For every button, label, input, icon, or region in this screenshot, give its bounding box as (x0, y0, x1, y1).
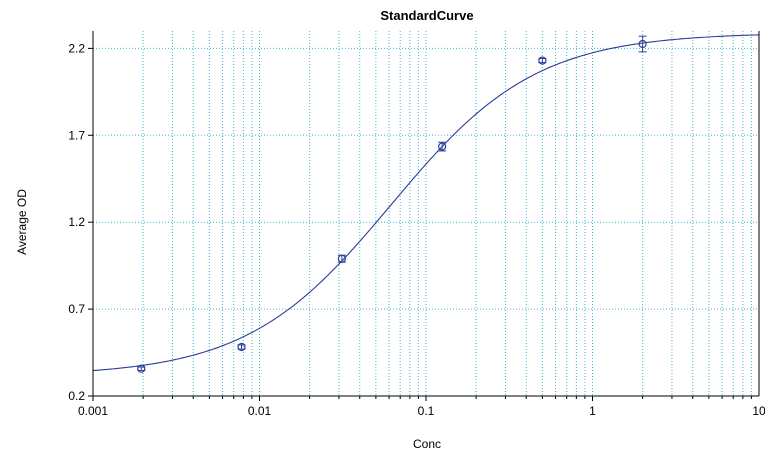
point-marker (438, 142, 447, 151)
data-point (137, 364, 146, 373)
data-point (638, 35, 647, 53)
fit-curve (92, 34, 760, 372)
chart-title: StandardCurve (380, 8, 473, 23)
y-tick-label: 0.2 (68, 389, 85, 403)
y-axis-label: Average OD (15, 189, 29, 255)
grid (92, 31, 759, 397)
x-tick-label: 0.1 (418, 404, 435, 418)
point-marker (237, 342, 246, 352)
point-marker (538, 56, 547, 65)
x-tick-label: 1 (589, 404, 596, 418)
data-point (438, 141, 447, 152)
y-tick-label: 0.7 (68, 302, 85, 316)
data-point (337, 254, 346, 263)
point-marker (638, 39, 647, 49)
axes (88, 31, 760, 401)
x-tick-label: 10 (752, 404, 765, 418)
data-point (237, 342, 246, 352)
tick-labels: 0.001 0.01 0.1 1 10 0.2 0.7 1.2 1.7 2.2 (68, 41, 765, 418)
y-tick-label: 2.2 (68, 41, 85, 55)
point-marker (137, 364, 146, 373)
x-axis-label: Conc (413, 437, 441, 451)
point-marker (337, 254, 346, 263)
y-tick-label: 1.2 (68, 215, 85, 229)
fit-curve-layer (92, 34, 760, 372)
data-points-layer (137, 35, 647, 373)
data-point (538, 56, 547, 65)
x-tick-label: 0.01 (248, 404, 272, 418)
x-tick-label: 0.001 (78, 404, 108, 418)
y-tick-label: 1.7 (68, 128, 85, 142)
